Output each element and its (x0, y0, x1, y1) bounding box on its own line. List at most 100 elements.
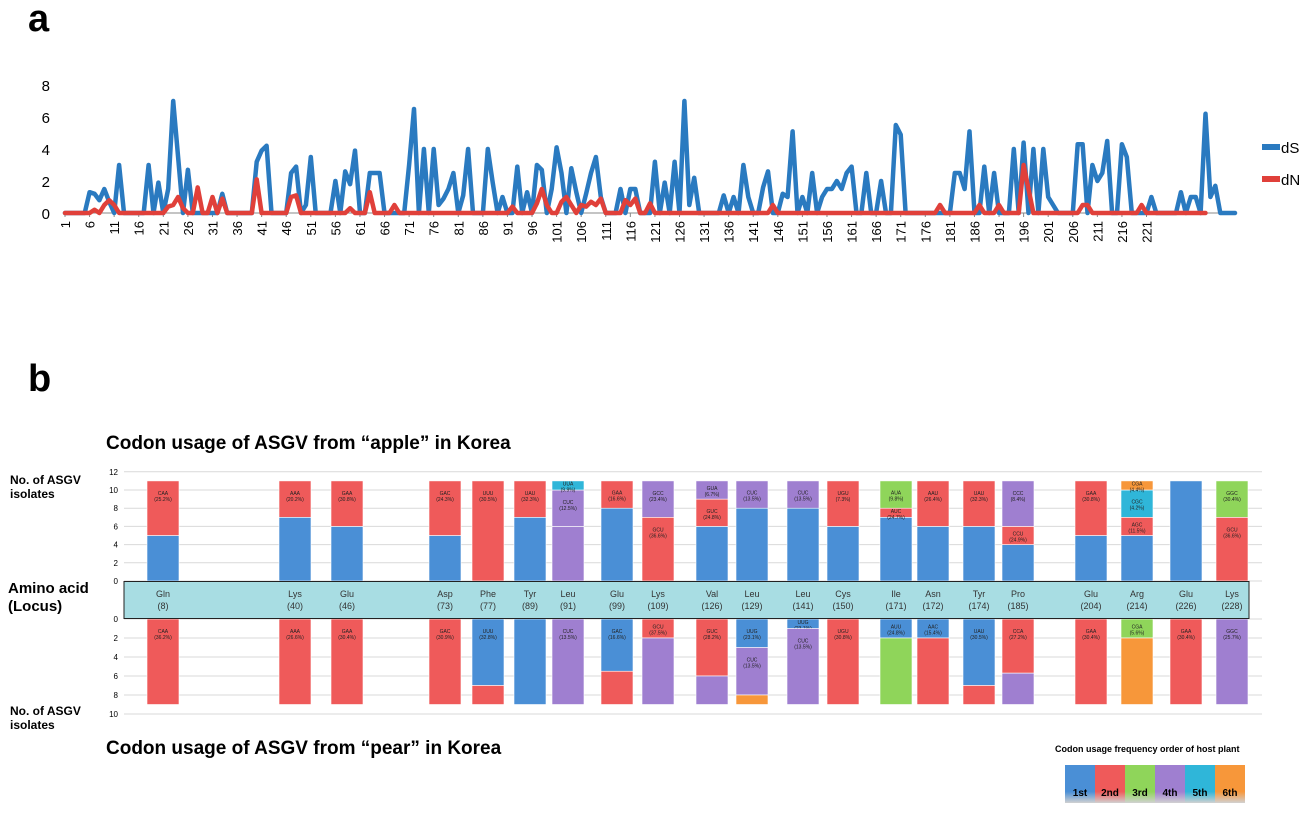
x-tick-label: 36 (230, 221, 245, 235)
apple-bar-segment (551, 480, 585, 491)
pear-codon-label: GAC (440, 629, 451, 635)
apple-codon-label: CAA (158, 491, 169, 497)
pear-codon-label: GAA (1086, 629, 1097, 635)
apple-codon-pct: (30.8%) (1082, 497, 1100, 503)
x-tick-label: 171 (894, 221, 909, 243)
amino-acid-name: Asp (437, 589, 453, 599)
y-tick-label: 4 (42, 142, 50, 159)
apple-codon-pct: (16.6%) (608, 497, 626, 503)
x-tick-label: 196 (1017, 221, 1032, 243)
apple-codon-label: CGA (1132, 481, 1144, 487)
apple-ylabel-line2: isolates (10, 487, 55, 501)
pear-bar-segment (1001, 618, 1035, 674)
amino-acid-name: Tyr (973, 589, 986, 599)
pear-codon-title: Codon usage of ASGV from “pear” in Korea (106, 738, 502, 759)
x-tick-label: 131 (697, 221, 712, 243)
pear-bar-segment (735, 694, 769, 705)
y-tick-label: 2 (42, 174, 50, 191)
locus-number: (109) (647, 601, 668, 611)
pear-bar-segment (695, 675, 729, 705)
apple-codon-title: Codon usage of ASGV from “apple” in Kore… (106, 433, 511, 454)
pear-codon-label: GAA (1181, 629, 1192, 635)
pear-bar-segment (962, 685, 996, 705)
x-tick-label: 11 (107, 221, 122, 235)
apple-bar-segment (879, 480, 913, 509)
amino-acid-name: Leu (560, 589, 575, 599)
pear-bar-segment (695, 618, 729, 677)
apple-codon-pct: (8.4%) (1011, 497, 1026, 503)
x-tick-label: 21 (156, 221, 171, 235)
x-tick-label: 201 (1041, 221, 1056, 243)
x-tick-label: 31 (205, 221, 220, 235)
apple-codon-label: CCC (1013, 491, 1024, 497)
apple-codon-pct: (4.2%) (1130, 506, 1145, 512)
y-tick-label: 8 (42, 78, 50, 95)
amino-acid-name: Asn (925, 589, 941, 599)
pear-codon-label: CAA (158, 629, 169, 635)
locus-number: (171) (885, 601, 906, 611)
apple-bar-segment (735, 507, 769, 582)
panel-letter-a: a (28, 0, 50, 40)
pear-codon-label: UGU (837, 629, 849, 635)
amino-acid-name: Glu (610, 589, 624, 599)
apple-bar-segment (1001, 544, 1035, 582)
legend-label-dS: dS (1281, 140, 1299, 157)
locus-number: (99) (609, 601, 625, 611)
apple-codon-label: CCU (1013, 532, 1024, 538)
apple-bar-segment (826, 526, 860, 582)
pear-codon-label: GGC (1226, 629, 1238, 635)
amino-acid-name: Leu (744, 589, 759, 599)
apple-codon-label: CGC (1131, 500, 1143, 506)
pear-codon-label: GAA (342, 629, 353, 635)
apple-bar-segment (551, 489, 585, 527)
apple-codon-label: AUC (891, 509, 902, 515)
x-tick-label: 96 (525, 221, 540, 235)
amino-acid-name: Phe (480, 589, 496, 599)
locus-number: (46) (339, 601, 355, 611)
top-y-tick-label: 6 (114, 522, 119, 531)
amino-acid-name: Lys (288, 589, 302, 599)
apple-bar-segment (916, 526, 950, 582)
pear-codon-label: AAC (928, 625, 939, 631)
apple-codon-label: GAA (612, 491, 623, 497)
apple-codon-pct: (30.4%) (1223, 497, 1241, 503)
x-tick-label: 56 (328, 221, 343, 235)
apple-bar-segment (1120, 535, 1154, 582)
apple-codon-pct: (20.2%) (286, 497, 304, 503)
top-y-tick-label: 0 (114, 577, 119, 586)
apple-codon-label: AGC (1132, 522, 1143, 528)
pear-bar-segment (146, 618, 180, 705)
apple-codon-label: UAU (974, 491, 985, 497)
x-tick-label: 41 (255, 221, 270, 235)
apple-codon-pct: (30.5%) (479, 497, 497, 503)
amino-acid-name: Glu (1084, 589, 1098, 599)
apple-codon-pct: (9.8%) (889, 497, 904, 503)
apple-codon-label: AUA (891, 491, 902, 497)
pear-ylabel: No. of ASGV isolates (10, 704, 81, 732)
apple-codon-pct: (24.3%) (436, 497, 454, 503)
apple-bar-segment (962, 526, 996, 582)
apple-codon-pct: (6.7%) (705, 492, 720, 498)
pear-codon-pct: (15.4%) (924, 631, 942, 637)
x-tick-label: 1 (58, 221, 73, 228)
locus-number: (73) (437, 601, 453, 611)
x-tick-label: 126 (672, 221, 687, 243)
apple-bar-segment (1120, 489, 1154, 518)
apple-codon-pct: (26.4%) (924, 497, 942, 503)
apple-bar-segment (330, 480, 364, 527)
apple-codon-pct: (23.4%) (649, 497, 667, 503)
x-tick-label: 136 (722, 221, 737, 243)
locus-number: (214) (1126, 601, 1147, 611)
locus-number: (228) (1221, 601, 1242, 611)
apple-codon-pct: (24.7%) (887, 515, 905, 521)
apple-codon-label: GAC (440, 491, 451, 497)
apple-bar-segment (786, 480, 820, 509)
pear-codon-pct: (36.2%) (154, 635, 172, 641)
apple-codon-pct: (4.4%) (1130, 487, 1145, 493)
x-tick-label: 221 (1140, 221, 1155, 243)
x-tick-label: 181 (943, 221, 958, 243)
pear-bar-segment (600, 670, 634, 705)
locus-number: (174) (968, 601, 989, 611)
x-tick-label: 91 (500, 221, 515, 235)
